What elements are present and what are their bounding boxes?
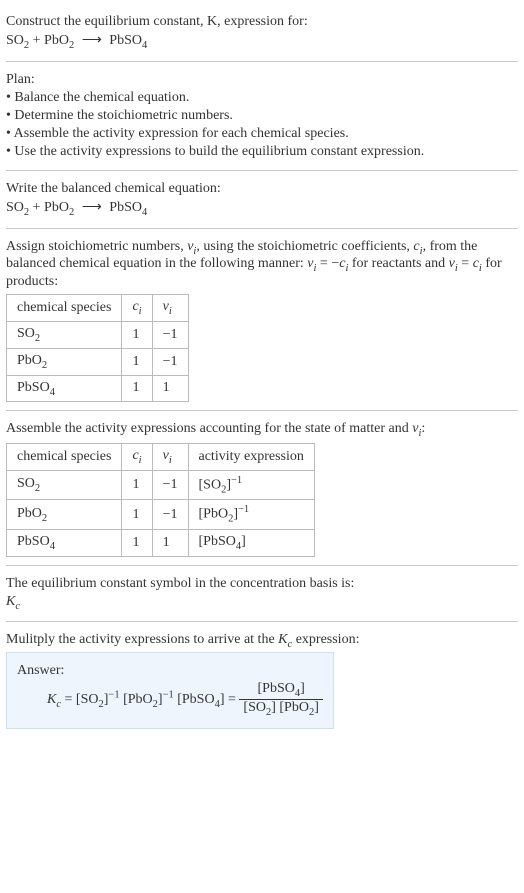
cell-vi: −1 <box>152 470 188 499</box>
stoich-intro: Assign stoichiometric numbers, νi, using… <box>6 239 518 291</box>
table-row: PbO2 1 −1 [PbO2]−1 <box>7 500 315 529</box>
cell-ci: 1 <box>122 348 152 375</box>
cell-activity: [SO2]−1 <box>188 470 314 499</box>
basis-symbol: Kc <box>6 594 518 612</box>
activity-table: chemical species ci νi activity expressi… <box>6 443 315 557</box>
table-row: SO2 1 −1 [SO2]−1 <box>7 470 315 499</box>
section-final: Mulitply the activity expressions to arr… <box>6 622 518 736</box>
answer-expression: Kc = [SO2]−1 [PbO2]−1 [PbSO4] = [PbSO4] … <box>17 681 323 718</box>
col-species: chemical species <box>7 295 122 322</box>
plan-title: Plan: <box>6 72 518 88</box>
cell-ci: 1 <box>122 321 152 348</box>
cell-vi: −1 <box>152 321 188 348</box>
balanced-equation: SO2 + PbO2 ⟶ PbSO4 <box>6 199 518 218</box>
cell-vi: −1 <box>152 348 188 375</box>
cell-species: PbSO4 <box>7 375 122 402</box>
cell-ci: 1 <box>122 500 152 529</box>
col-activity: activity expression <box>188 444 314 471</box>
table-row: PbSO4 1 1 <box>7 375 189 402</box>
section-stoich: Assign stoichiometric numbers, νi, using… <box>6 229 518 412</box>
plan-item: • Balance the chemical equation. <box>6 90 518 106</box>
cell-species: PbO2 <box>7 348 122 375</box>
col-vi: νi <box>152 295 188 322</box>
section-plan: Plan: • Balance the chemical equation. •… <box>6 62 518 171</box>
cell-vi: −1 <box>152 500 188 529</box>
activity-intro: Assemble the activity expressions accoun… <box>6 421 518 439</box>
cell-activity: [PbO2]−1 <box>188 500 314 529</box>
col-ci: ci <box>122 444 152 471</box>
table-row: SO2 1 −1 <box>7 321 189 348</box>
section-basis: The equilibrium constant symbol in the c… <box>6 566 518 623</box>
final-intro: Mulitply the activity expressions to arr… <box>6 632 518 650</box>
fraction-denominator: [SO2] [PbO2] <box>239 700 322 718</box>
balanced-title: Write the balanced chemical equation: <box>6 181 518 197</box>
cell-species: PbO2 <box>7 500 122 529</box>
cell-vi: 1 <box>152 529 188 556</box>
col-ci: ci <box>122 295 152 322</box>
cell-species: PbSO4 <box>7 529 122 556</box>
col-vi: νi <box>152 444 188 471</box>
intro-title: Construct the equilibrium constant, K, e… <box>6 14 518 30</box>
cell-ci: 1 <box>122 470 152 499</box>
answer-fraction: [PbSO4] [SO2] [PbO2] <box>239 681 322 718</box>
fraction-numerator: [PbSO4] <box>239 681 322 700</box>
cell-activity: [PbSO4] <box>188 529 314 556</box>
table-header-row: chemical species ci νi <box>7 295 189 322</box>
plan-item: • Assemble the activity expression for e… <box>6 126 518 142</box>
section-activity: Assemble the activity expressions accoun… <box>6 411 518 565</box>
table-header-row: chemical species ci νi activity expressi… <box>7 444 315 471</box>
answer-box: Answer: Kc = [SO2]−1 [PbO2]−1 [PbSO4] = … <box>6 652 334 729</box>
plan-item: • Determine the stoichiometric numbers. <box>6 108 518 124</box>
intro-equation: SO2 + PbO2 ⟶ PbSO4 <box>6 32 518 51</box>
basis-text: The equilibrium constant symbol in the c… <box>6 576 518 592</box>
table-row: PbSO4 1 1 [PbSO4] <box>7 529 315 556</box>
plan-item: • Use the activity expressions to build … <box>6 144 518 160</box>
stoich-table: chemical species ci νi SO2 1 −1 PbO2 1 −… <box>6 294 189 402</box>
answer-label: Answer: <box>17 663 323 679</box>
table-row: PbO2 1 −1 <box>7 348 189 375</box>
cell-ci: 1 <box>122 529 152 556</box>
section-balanced: Write the balanced chemical equation: SO… <box>6 171 518 229</box>
cell-ci: 1 <box>122 375 152 402</box>
cell-species: SO2 <box>7 321 122 348</box>
cell-vi: 1 <box>152 375 188 402</box>
col-species: chemical species <box>7 444 122 471</box>
section-intro: Construct the equilibrium constant, K, e… <box>6 4 518 62</box>
cell-species: SO2 <box>7 470 122 499</box>
answer-lhs: Kc = [SO2]−1 [PbO2]−1 [PbSO4] = <box>47 692 239 707</box>
